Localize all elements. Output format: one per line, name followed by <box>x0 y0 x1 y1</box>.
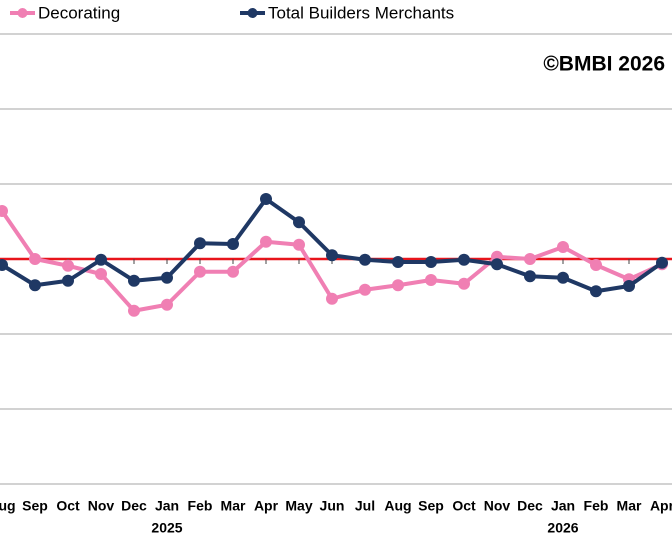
x-tick-label: Apr <box>254 498 279 514</box>
data-point <box>161 298 173 311</box>
x-tick-label: Aug <box>384 498 411 514</box>
data-point <box>623 280 635 292</box>
data-point <box>557 271 569 284</box>
x-tick-label: Jan <box>155 498 179 514</box>
data-point <box>260 235 272 248</box>
x-tick-label: Oct <box>56 498 80 514</box>
x-tick-label: Nov <box>88 498 115 514</box>
data-point <box>194 237 206 250</box>
data-point <box>260 193 272 205</box>
year-label: 2026 <box>547 520 578 536</box>
data-point <box>0 205 8 217</box>
data-point <box>227 265 239 278</box>
x-tick-label: Feb <box>188 498 213 514</box>
legend-marker <box>247 8 258 18</box>
data-point <box>392 279 404 292</box>
x-tick-label: Feb <box>584 498 609 514</box>
data-point <box>95 268 107 280</box>
data-point <box>227 238 239 250</box>
data-point <box>29 279 41 292</box>
data-point <box>326 292 338 305</box>
data-point <box>359 253 371 266</box>
data-point <box>557 241 569 253</box>
copyright: ©BMBI 2026 <box>543 53 665 76</box>
data-point <box>161 271 173 284</box>
x-tick-label: Jan <box>551 498 575 514</box>
data-point <box>458 277 470 290</box>
data-point <box>293 238 305 251</box>
data-point <box>524 270 536 283</box>
legend-label: Decorating <box>38 3 120 22</box>
x-tick-label: Aug <box>0 498 16 514</box>
x-tick-label: Jun <box>320 498 345 514</box>
data-point <box>458 253 470 266</box>
data-point <box>194 265 206 278</box>
x-tick-label: Sep <box>22 498 48 514</box>
x-tick-label: Mar <box>617 498 642 514</box>
legend-marker <box>17 8 28 18</box>
x-tick-label: Apr <box>650 498 672 514</box>
data-point <box>293 216 305 229</box>
data-point <box>524 253 536 265</box>
legend-label: Total Builders Merchants <box>268 3 454 22</box>
data-point <box>392 256 404 268</box>
data-point <box>656 256 668 269</box>
x-tick-label: May <box>285 498 312 514</box>
year-label: 2025 <box>151 520 182 536</box>
data-point <box>29 253 41 265</box>
data-point <box>425 274 437 286</box>
data-point <box>0 259 8 271</box>
data-point <box>95 253 107 266</box>
data-point <box>491 258 503 271</box>
x-tick-label: Jul <box>355 498 375 514</box>
data-point <box>326 249 338 262</box>
x-tick-label: Dec <box>517 498 543 514</box>
data-point <box>128 304 140 317</box>
data-point <box>62 259 74 272</box>
data-point <box>62 274 74 287</box>
data-point <box>359 283 371 296</box>
x-tick-label: Oct <box>452 498 476 514</box>
data-point <box>425 256 437 268</box>
data-point <box>128 274 140 287</box>
x-tick-label: Mar <box>221 498 246 514</box>
x-tick-label: Nov <box>484 498 511 514</box>
data-point <box>590 285 602 298</box>
x-tick-label: Dec <box>121 498 147 514</box>
data-point <box>590 259 602 271</box>
x-tick-label: Sep <box>418 498 444 514</box>
